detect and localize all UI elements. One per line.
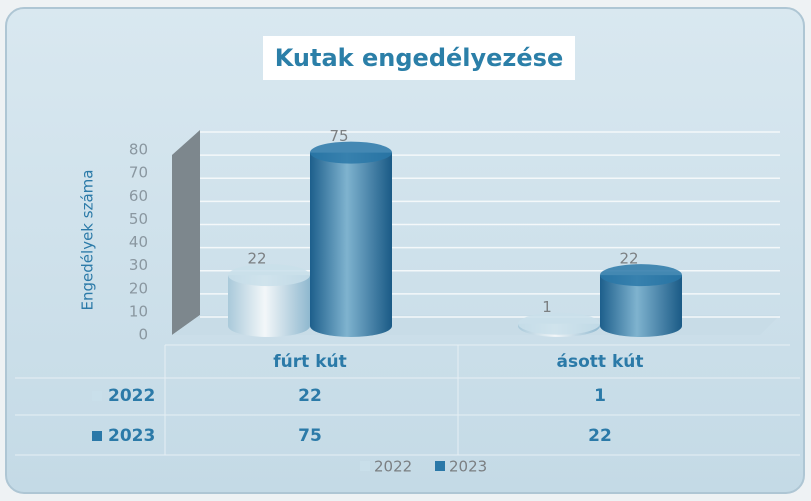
bar [310, 152, 392, 337]
x-tick-label: fúrt kút [273, 352, 346, 372]
table-legend-key [92, 431, 102, 441]
bar-top [228, 264, 310, 287]
table-value: 22 [588, 426, 612, 446]
y-tick-label: 70 [129, 164, 148, 182]
y-tick-label: 10 [129, 302, 148, 320]
chart-title: Kutak engedélyezése [275, 44, 563, 72]
table-series-name: 2022 [108, 386, 155, 406]
bar-top [310, 141, 392, 164]
table-value: 22 [298, 386, 322, 406]
y-tick-label: 0 [138, 326, 148, 344]
data-label: 22 [247, 250, 266, 268]
table-value: 1 [594, 386, 606, 406]
bar-top [518, 312, 600, 335]
legend-key [435, 461, 445, 471]
y-tick-label: 30 [129, 256, 148, 274]
y-tick-label: 60 [129, 187, 148, 205]
panel [5, 7, 805, 494]
y-axis-label: Engedélyek száma [79, 170, 97, 311]
data-label: 1 [542, 298, 552, 316]
bar [600, 275, 682, 337]
table-value: 75 [298, 426, 322, 446]
table-legend-key [92, 391, 102, 401]
table-series-name: 2023 [108, 426, 155, 446]
side-wall [172, 130, 200, 335]
y-tick-label: 20 [129, 279, 148, 297]
y-tick-label: 80 [129, 141, 148, 159]
legend-label: 2022 [374, 458, 412, 476]
y-tick-label: 40 [129, 233, 148, 251]
legend-label: 2023 [449, 458, 487, 476]
data-label: 75 [329, 127, 348, 145]
title-box [263, 36, 575, 80]
legend-key [360, 461, 370, 471]
bar [228, 275, 310, 337]
bar-top [600, 264, 682, 287]
data-label: 22 [619, 250, 638, 268]
y-tick-label: 50 [129, 210, 148, 228]
x-tick-label: ásott kút [557, 352, 644, 372]
